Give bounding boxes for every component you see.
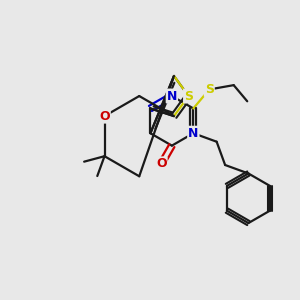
Text: S: S [184,89,193,103]
Text: N: N [188,127,199,140]
Text: N: N [167,89,177,103]
Text: O: O [156,158,167,170]
Text: S: S [205,83,214,96]
Text: O: O [99,110,110,123]
